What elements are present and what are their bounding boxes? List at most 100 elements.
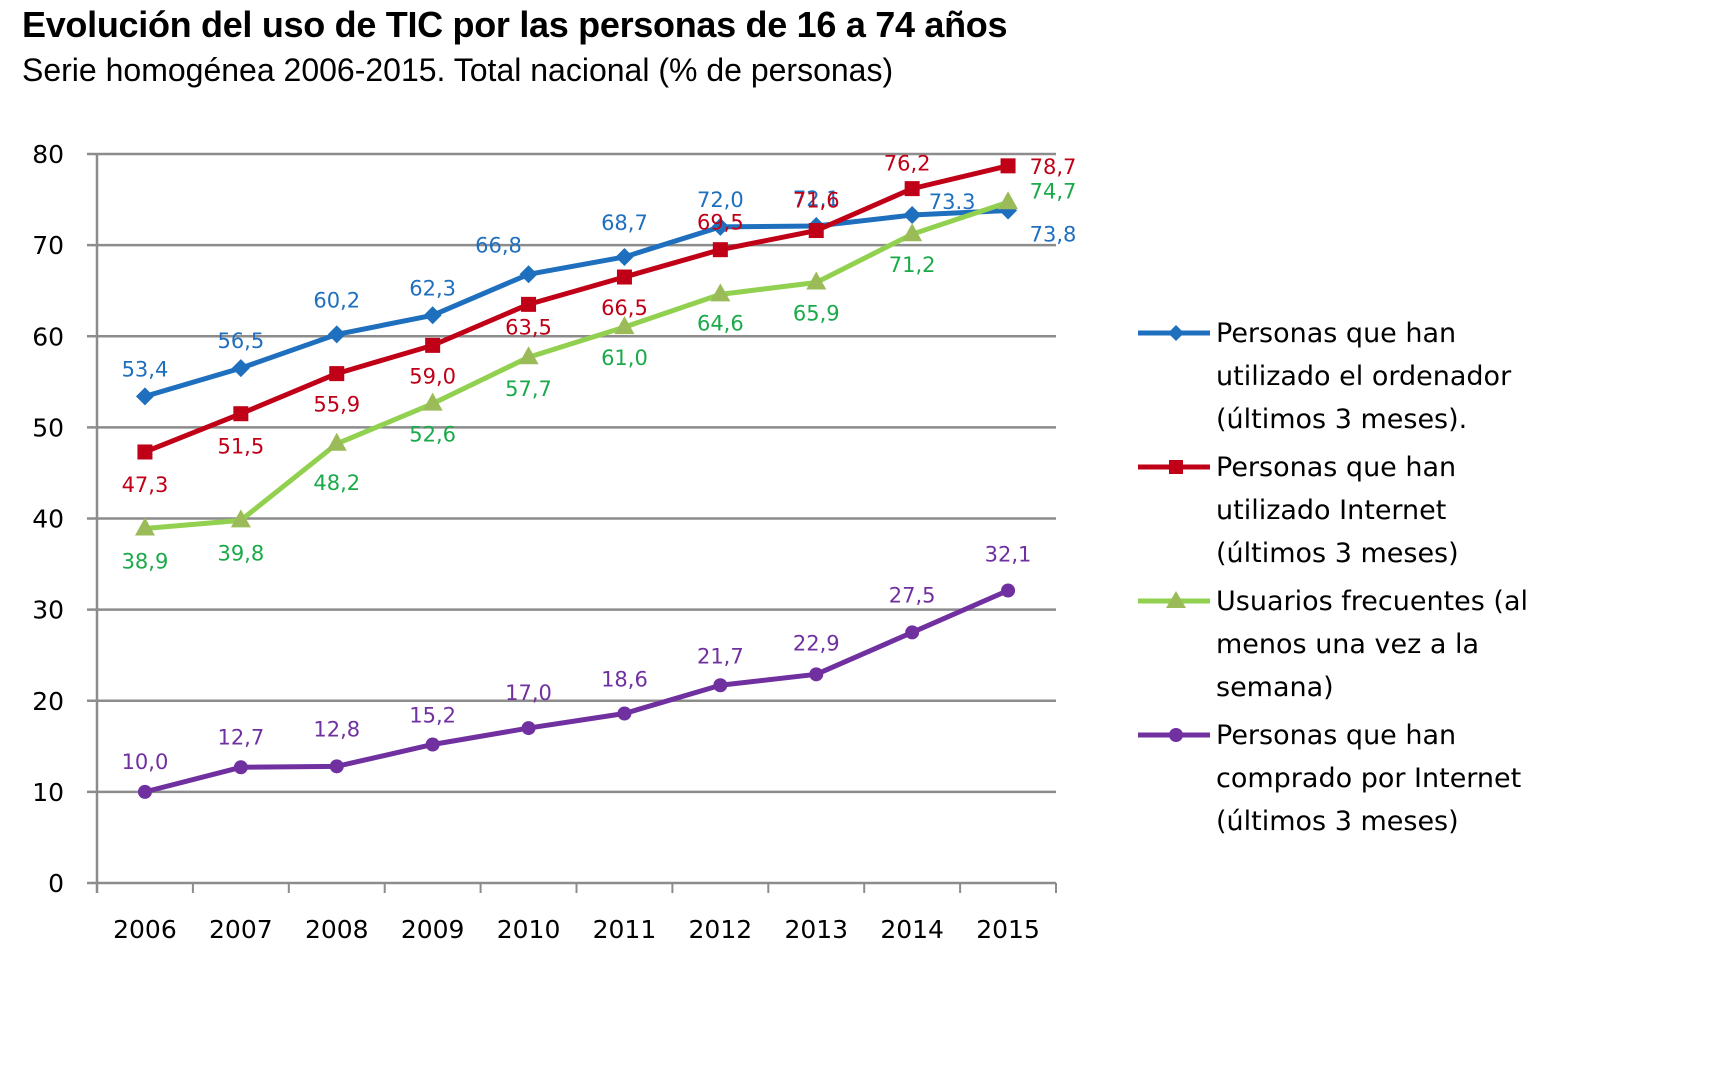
data-label: 18,6: [601, 668, 648, 692]
data-label: 72,0: [697, 188, 744, 212]
x-tick-label: 2008: [305, 915, 369, 944]
data-labels: 53,4 56,5 60,2 62,3 66,8 68,7 72,0 72,1 73.3 73,8…: [122, 152, 1077, 774]
data-point-diamond: [231, 359, 250, 378]
data-point-triangle: [710, 283, 731, 302]
data-point-square: [1000, 158, 1016, 174]
legend-label: comprado por Internet: [1216, 763, 1522, 794]
data-point-circle: [521, 721, 536, 736]
legend-label: semana): [1216, 672, 1334, 703]
legend-label: (últimos 3 meses).: [1216, 404, 1468, 435]
data-point-diamond: [615, 247, 634, 266]
legend-triangle-icon: [1138, 591, 1210, 608]
data-label: 71,2: [889, 253, 936, 277]
x-tick-label: 2011: [593, 915, 657, 944]
data-point-triangle: [230, 509, 251, 528]
legend: Personas que han utilizado el ordenador (ú…: [1138, 312, 1578, 848]
legend-circle-icon: [1138, 728, 1210, 742]
series-1: [135, 201, 1018, 406]
x-tick-label: 2015: [976, 915, 1040, 944]
y-tick-label: 40: [32, 505, 64, 534]
data-point-square: [233, 406, 249, 422]
series-group: [134, 158, 1019, 799]
y-tick-label: 50: [32, 413, 64, 442]
data-label: 60,2: [313, 288, 360, 312]
data-point-circle: [329, 759, 344, 774]
data-label: 48,2: [313, 471, 360, 495]
data-point-square: [425, 337, 441, 353]
legend-item: Usuarios frecuentes (al menos una vez a l…: [1138, 580, 1578, 709]
y-tick-label: 10: [32, 778, 64, 807]
legend-marker: [1169, 728, 1183, 742]
legend-item: Personas que han comprado por Internet (úl…: [1138, 714, 1578, 843]
legend-marker: [1169, 460, 1183, 474]
data-point-square: [329, 366, 345, 382]
data-point-circle: [617, 706, 632, 721]
x-tick-label: 2013: [784, 915, 848, 944]
legend-item: Personas que han utilizado el ordenador (ú…: [1138, 312, 1578, 441]
data-label: 78,7: [1030, 155, 1077, 179]
data-label: 51,5: [217, 435, 264, 459]
x-tick-label: 2010: [497, 915, 561, 944]
data-point-circle: [233, 760, 248, 775]
x-tick-label: 2007: [209, 915, 273, 944]
chart-subtitle: Serie homogénea 2006-2015. Total naciona…: [22, 52, 894, 88]
x-tick-label: 2014: [880, 915, 944, 944]
legend-label: utilizado Internet: [1216, 495, 1447, 526]
data-label: 73.3: [929, 190, 976, 214]
legend-marker: [1166, 591, 1186, 608]
data-label: 15,2: [409, 703, 456, 727]
data-label: 55,9: [313, 393, 360, 417]
data-point-square: [808, 223, 824, 239]
data-label: 66,8: [475, 233, 522, 257]
data-label: 17,0: [505, 681, 552, 705]
data-point-diamond: [519, 265, 538, 284]
data-label: 27,5: [889, 583, 936, 607]
y-tick-label: 70: [32, 231, 64, 260]
data-point-triangle: [902, 223, 923, 242]
series-4: [137, 583, 1016, 799]
legend-item: Personas que han utilizado Internet (últim…: [1138, 446, 1578, 575]
legend-label: Personas que han: [1216, 318, 1457, 349]
data-label: 38,9: [122, 550, 169, 574]
data-label: 68,7: [601, 211, 648, 235]
data-label: 52,6: [409, 423, 456, 447]
data-point-circle: [713, 678, 728, 693]
data-point-diamond: [711, 217, 730, 236]
data-label: 47,3: [122, 473, 169, 497]
series-line: [144, 163, 1009, 455]
data-label: 71,6: [793, 189, 840, 213]
data-label: 62,3: [409, 276, 456, 300]
data-label: 39,8: [217, 541, 264, 565]
x-tick-label: 2006: [113, 915, 177, 944]
series-line: [144, 588, 1010, 795]
chart-title: Evolución del uso de TIC por las persona…: [22, 4, 1008, 45]
data-label: 22,9: [793, 631, 840, 655]
gridlines: [87, 152, 1056, 794]
series-line: [144, 199, 1009, 532]
data-label: 72,1: [793, 187, 840, 211]
data-point-circle: [425, 737, 440, 752]
data-point-square: [521, 296, 537, 312]
data-point-circle: [905, 625, 920, 640]
legend-label: Usuarios frecuentes (al: [1216, 586, 1528, 617]
data-label: 12,7: [217, 725, 264, 749]
x-tick-label: 2009: [401, 915, 465, 944]
series-3: [134, 191, 1019, 536]
data-point-square: [137, 444, 153, 460]
data-label: 76,2: [884, 152, 931, 176]
data-point-square: [712, 242, 728, 258]
x-tick-label: 2012: [689, 915, 753, 944]
data-label: 66,5: [601, 296, 648, 320]
legend-diamond-icon: [1138, 325, 1210, 341]
data-label: 59,0: [409, 364, 456, 388]
data-point-circle: [1001, 583, 1016, 598]
legend-label: (últimos 3 meses): [1216, 538, 1459, 569]
x-axis-ticks: 2006 2007 2008 2009 2010 2011 2012 2013 2014 2015: [113, 915, 1040, 944]
data-point-triangle: [134, 517, 155, 536]
data-point-triangle: [806, 271, 827, 290]
data-label: 65,9: [793, 301, 840, 325]
data-point-triangle: [422, 392, 443, 411]
data-point-circle: [137, 784, 152, 799]
data-point-triangle: [518, 346, 539, 365]
